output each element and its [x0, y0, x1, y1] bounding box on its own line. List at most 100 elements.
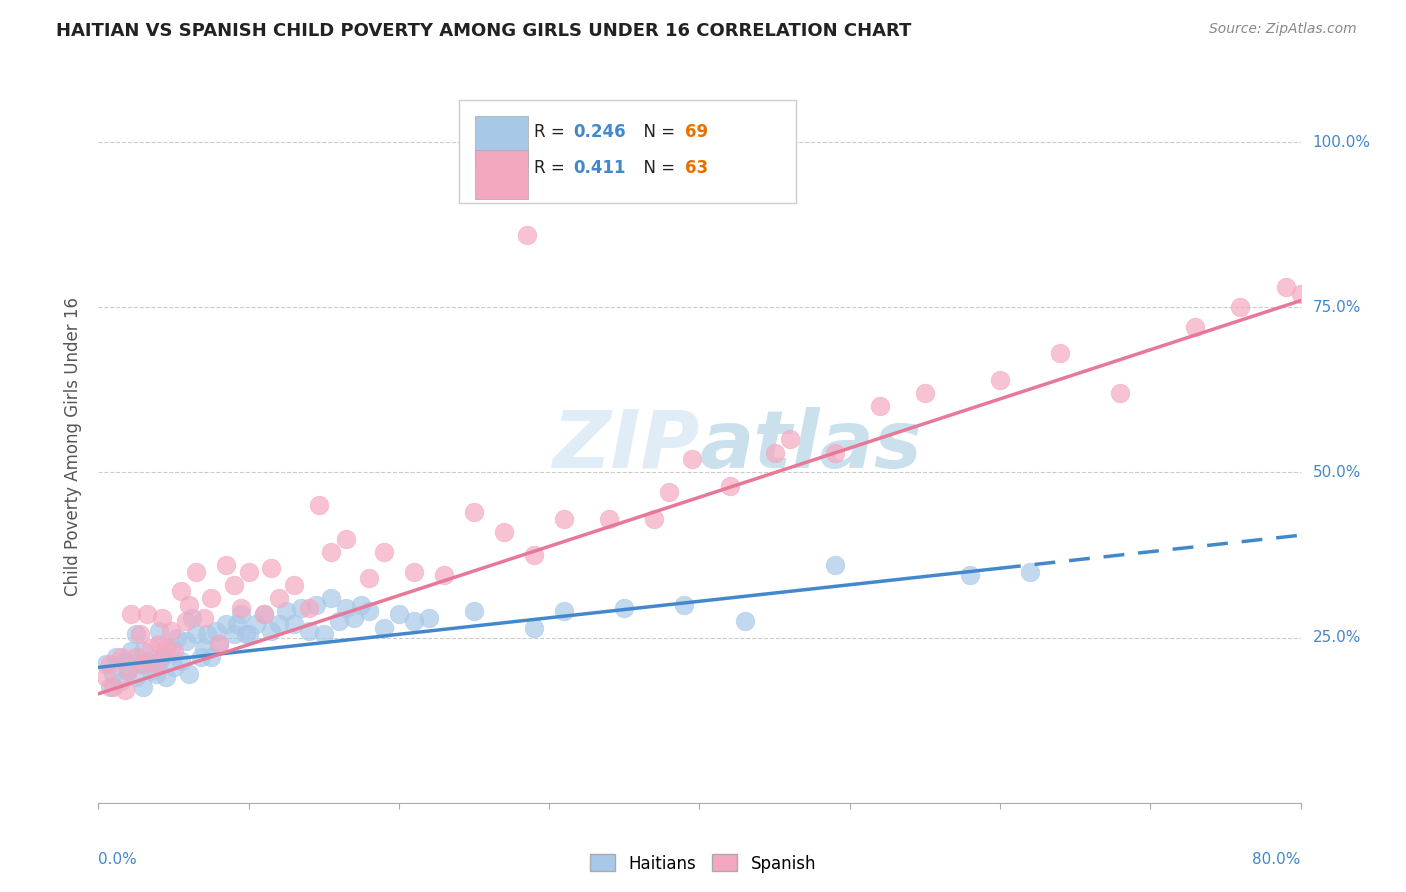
Point — [463, 505, 485, 519]
Point — [343, 611, 366, 625]
Point — [681, 452, 703, 467]
Point — [308, 499, 330, 513]
Point — [433, 567, 456, 582]
Point — [494, 524, 516, 539]
Point — [110, 673, 132, 688]
Point — [208, 637, 231, 651]
Point — [125, 650, 148, 665]
Point — [193, 611, 215, 625]
Text: R =: R = — [534, 123, 569, 141]
Point — [139, 640, 162, 655]
Point — [159, 640, 181, 655]
Point — [350, 598, 373, 612]
Point — [177, 598, 200, 612]
Point — [312, 627, 335, 641]
Point — [373, 545, 395, 559]
Point — [114, 683, 136, 698]
Text: 25.0%: 25.0% — [1313, 630, 1361, 645]
Point — [1184, 320, 1206, 334]
Point — [335, 600, 357, 615]
Point — [150, 650, 173, 665]
Point — [100, 657, 122, 671]
Point — [988, 373, 1011, 387]
Point — [276, 604, 298, 618]
Text: atlas: atlas — [699, 407, 922, 485]
Y-axis label: Child Poverty Among Girls Under 16: Child Poverty Among Girls Under 16 — [65, 296, 83, 596]
Point — [553, 604, 575, 618]
Point — [267, 591, 290, 605]
Point — [305, 598, 328, 612]
Point — [914, 386, 936, 401]
Point — [190, 650, 212, 665]
Point — [135, 654, 157, 668]
Point — [155, 640, 177, 655]
Text: N =: N = — [633, 123, 681, 141]
Text: 0.0%: 0.0% — [98, 853, 138, 867]
Point — [824, 445, 846, 459]
Point — [170, 654, 193, 668]
Text: 0.411: 0.411 — [574, 159, 626, 177]
Point — [105, 650, 128, 665]
Text: ZIP: ZIP — [553, 407, 699, 485]
Point — [290, 600, 312, 615]
Point — [779, 433, 801, 447]
Point — [222, 627, 245, 641]
Point — [193, 640, 215, 655]
Point — [129, 627, 152, 641]
Point — [208, 637, 231, 651]
Point — [174, 634, 197, 648]
Point — [162, 644, 184, 658]
Text: 75.0%: 75.0% — [1313, 300, 1361, 315]
Point — [959, 567, 981, 582]
Point — [145, 667, 167, 681]
Point — [100, 680, 122, 694]
Point — [150, 611, 173, 625]
Point — [184, 565, 207, 579]
Point — [231, 607, 253, 622]
Point — [145, 657, 167, 671]
Point — [238, 565, 260, 579]
Point — [321, 545, 343, 559]
Text: R =: R = — [534, 159, 569, 177]
Point — [117, 664, 139, 678]
Text: 100.0%: 100.0% — [1313, 135, 1371, 150]
Point — [260, 561, 283, 575]
Point — [155, 670, 177, 684]
Point — [298, 600, 321, 615]
Point — [718, 478, 741, 492]
Point — [1274, 280, 1296, 294]
Point — [117, 664, 139, 678]
Point — [283, 578, 305, 592]
Point — [1109, 386, 1132, 401]
Point — [132, 680, 155, 694]
Point — [869, 400, 891, 414]
Point — [200, 591, 222, 605]
Point — [1049, 346, 1071, 360]
Point — [357, 571, 380, 585]
Text: 50.0%: 50.0% — [1313, 465, 1361, 480]
Point — [204, 624, 226, 638]
Point — [94, 670, 117, 684]
Point — [125, 627, 148, 641]
Point — [523, 548, 546, 562]
Point — [132, 657, 155, 671]
Point — [231, 600, 253, 615]
Point — [523, 621, 546, 635]
Point — [1019, 565, 1042, 579]
FancyBboxPatch shape — [475, 116, 527, 166]
Text: 80.0%: 80.0% — [1253, 853, 1301, 867]
Point — [225, 617, 247, 632]
Point — [103, 667, 125, 681]
Point — [1289, 287, 1312, 301]
Point — [177, 667, 200, 681]
Point — [184, 627, 207, 641]
Point — [245, 617, 267, 632]
Point — [195, 627, 218, 641]
Text: 0.246: 0.246 — [574, 123, 626, 141]
Point — [222, 578, 245, 592]
Legend: Haitians, Spanish: Haitians, Spanish — [583, 847, 823, 880]
Point — [215, 617, 238, 632]
Point — [121, 644, 143, 658]
Point — [388, 607, 411, 622]
Point — [598, 511, 620, 525]
